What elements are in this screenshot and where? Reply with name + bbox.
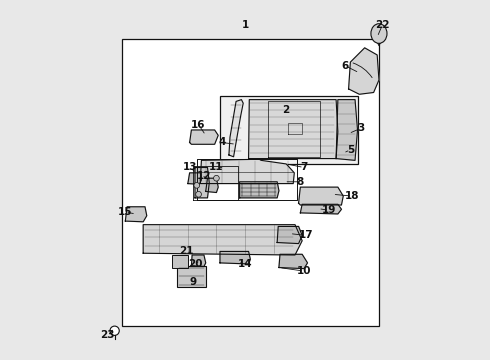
Text: 5: 5 [347, 145, 354, 155]
Text: 9: 9 [190, 277, 197, 287]
Text: 13: 13 [182, 162, 197, 172]
Text: 21: 21 [179, 247, 194, 256]
Text: 11: 11 [209, 162, 223, 172]
Polygon shape [143, 225, 302, 255]
Bar [177, 266, 206, 287]
Polygon shape [195, 167, 209, 198]
Polygon shape [240, 182, 279, 198]
Polygon shape [300, 204, 342, 214]
Polygon shape [336, 100, 358, 160]
Polygon shape [125, 207, 147, 222]
Text: 20: 20 [188, 259, 202, 269]
Polygon shape [206, 178, 218, 193]
Polygon shape [188, 173, 201, 184]
Text: 23: 23 [100, 330, 115, 341]
Circle shape [110, 326, 119, 336]
Bar [220, 96, 358, 164]
Text: 2: 2 [282, 105, 290, 115]
Text: 10: 10 [296, 266, 311, 276]
Text: 12: 12 [196, 171, 211, 181]
Text: 14: 14 [238, 259, 252, 269]
Polygon shape [220, 251, 250, 264]
Text: 16: 16 [191, 120, 206, 130]
Circle shape [194, 183, 199, 188]
Text: 6: 6 [342, 61, 349, 71]
Text: 19: 19 [322, 205, 336, 215]
Circle shape [196, 192, 201, 197]
Polygon shape [190, 130, 218, 144]
Text: 17: 17 [298, 230, 313, 240]
Polygon shape [277, 226, 302, 244]
Polygon shape [279, 254, 308, 269]
Circle shape [214, 175, 220, 181]
Polygon shape [192, 255, 206, 266]
Text: 8: 8 [297, 177, 304, 187]
Polygon shape [248, 100, 338, 158]
Polygon shape [229, 100, 243, 157]
Bar [122, 39, 379, 327]
Text: 15: 15 [118, 207, 133, 217]
Polygon shape [200, 159, 294, 184]
Ellipse shape [371, 24, 387, 43]
Text: 1: 1 [242, 19, 248, 30]
Text: 18: 18 [345, 191, 360, 201]
Text: 7: 7 [300, 162, 308, 172]
Text: 22: 22 [375, 19, 390, 30]
Text: 3: 3 [358, 123, 365, 133]
Polygon shape [348, 48, 379, 94]
Bar [172, 255, 188, 267]
Text: 4: 4 [218, 138, 225, 148]
Polygon shape [298, 187, 343, 205]
